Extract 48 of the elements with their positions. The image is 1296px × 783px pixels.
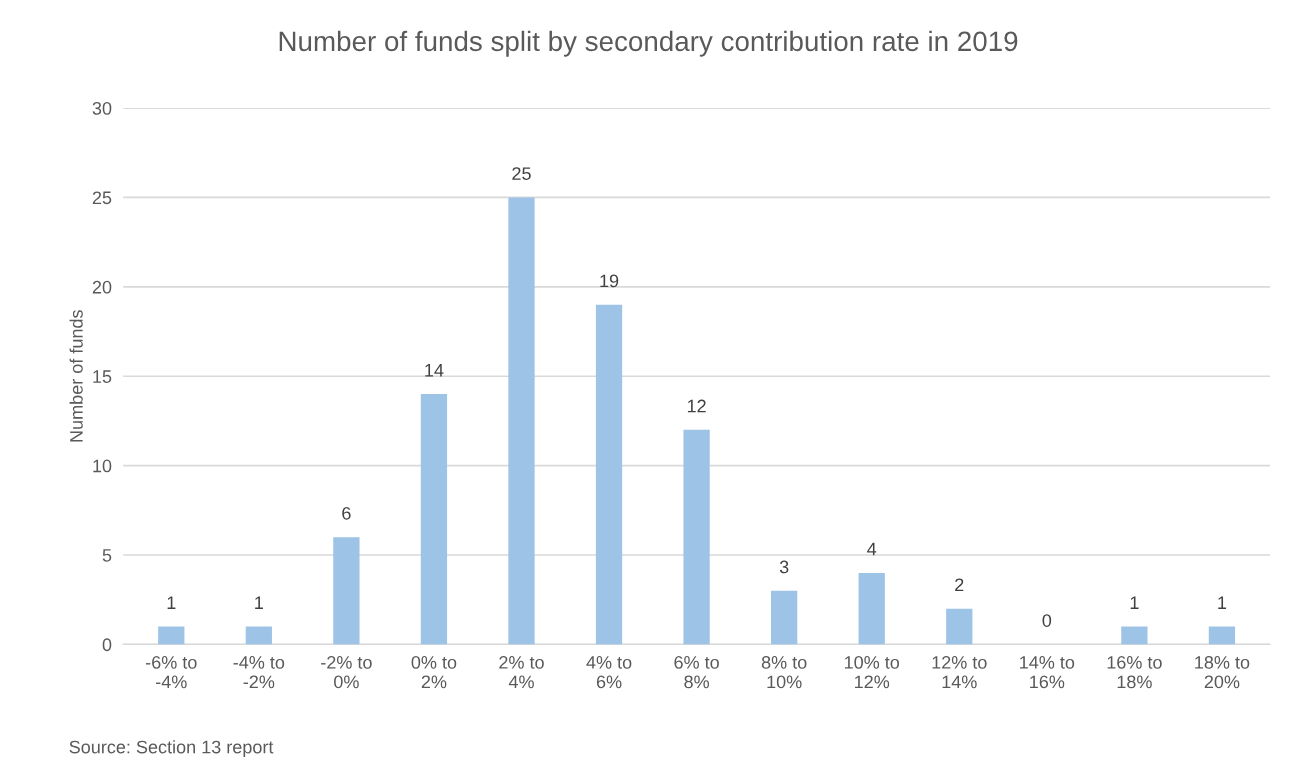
x-tick-label: -2% to 0% [321,656,372,689]
bar [683,429,710,645]
x-tick-label: 18% to 20% [1195,656,1250,689]
y-tick-label: 0 [102,638,112,652]
y-tick-label: 20 [92,280,112,294]
source-note: Source: Section 13 report [69,740,274,757]
data-label: 12 [687,399,706,413]
x-tick-label: 6% to 8% [674,656,719,689]
bar [1121,626,1148,645]
bar [1208,626,1236,645]
x-tick-label: 16% to 18% [1107,656,1162,689]
chart-title: Number of funds split by secondary contribution rate in 2019 [279,30,1018,57]
x-tick-label: 8% to 10% [761,656,807,689]
y-axis-title: Number of funds [69,310,83,442]
data-label: 0 [1042,614,1052,627]
x-tick-label: 0% to 2% [411,656,457,689]
bar [595,304,623,645]
bar [245,626,272,645]
data-label: 4 [867,542,877,556]
x-tick-label: -4% to -2% [233,656,285,689]
x-tick-label: 10% to 12% [844,656,900,689]
data-label: 19 [600,274,619,288]
data-label: 1 [1218,596,1227,609]
data-label: 6 [342,506,351,520]
x-tick-label: -6% to -4% [145,656,197,689]
data-label: 14 [425,364,444,377]
x-tick-label: 4% to 6% [586,656,632,689]
bar [858,572,885,645]
x-tick-label: 12% to 14% [932,656,987,689]
y-tick-label: 5 [102,549,112,562]
y-tick-label: 10 [93,459,112,473]
bar [158,626,185,645]
bar [333,537,360,645]
bar [420,394,448,645]
y-tick-label: 25 [92,191,112,205]
data-label: 2 [955,578,964,592]
y-tick-label: 15 [93,370,112,383]
data-label: 3 [779,560,789,574]
data-label: 1 [167,596,176,609]
data-label: 25 [512,167,531,180]
bar [771,590,798,645]
bar [946,608,973,645]
data-label: 1 [1130,596,1139,609]
x-tick-label: 14% to 16% [1020,656,1075,689]
bar [508,197,535,645]
x-tick-label: 2% to 4% [499,656,544,689]
data-label: 1 [255,596,263,609]
y-tick-label: 30 [92,101,112,115]
